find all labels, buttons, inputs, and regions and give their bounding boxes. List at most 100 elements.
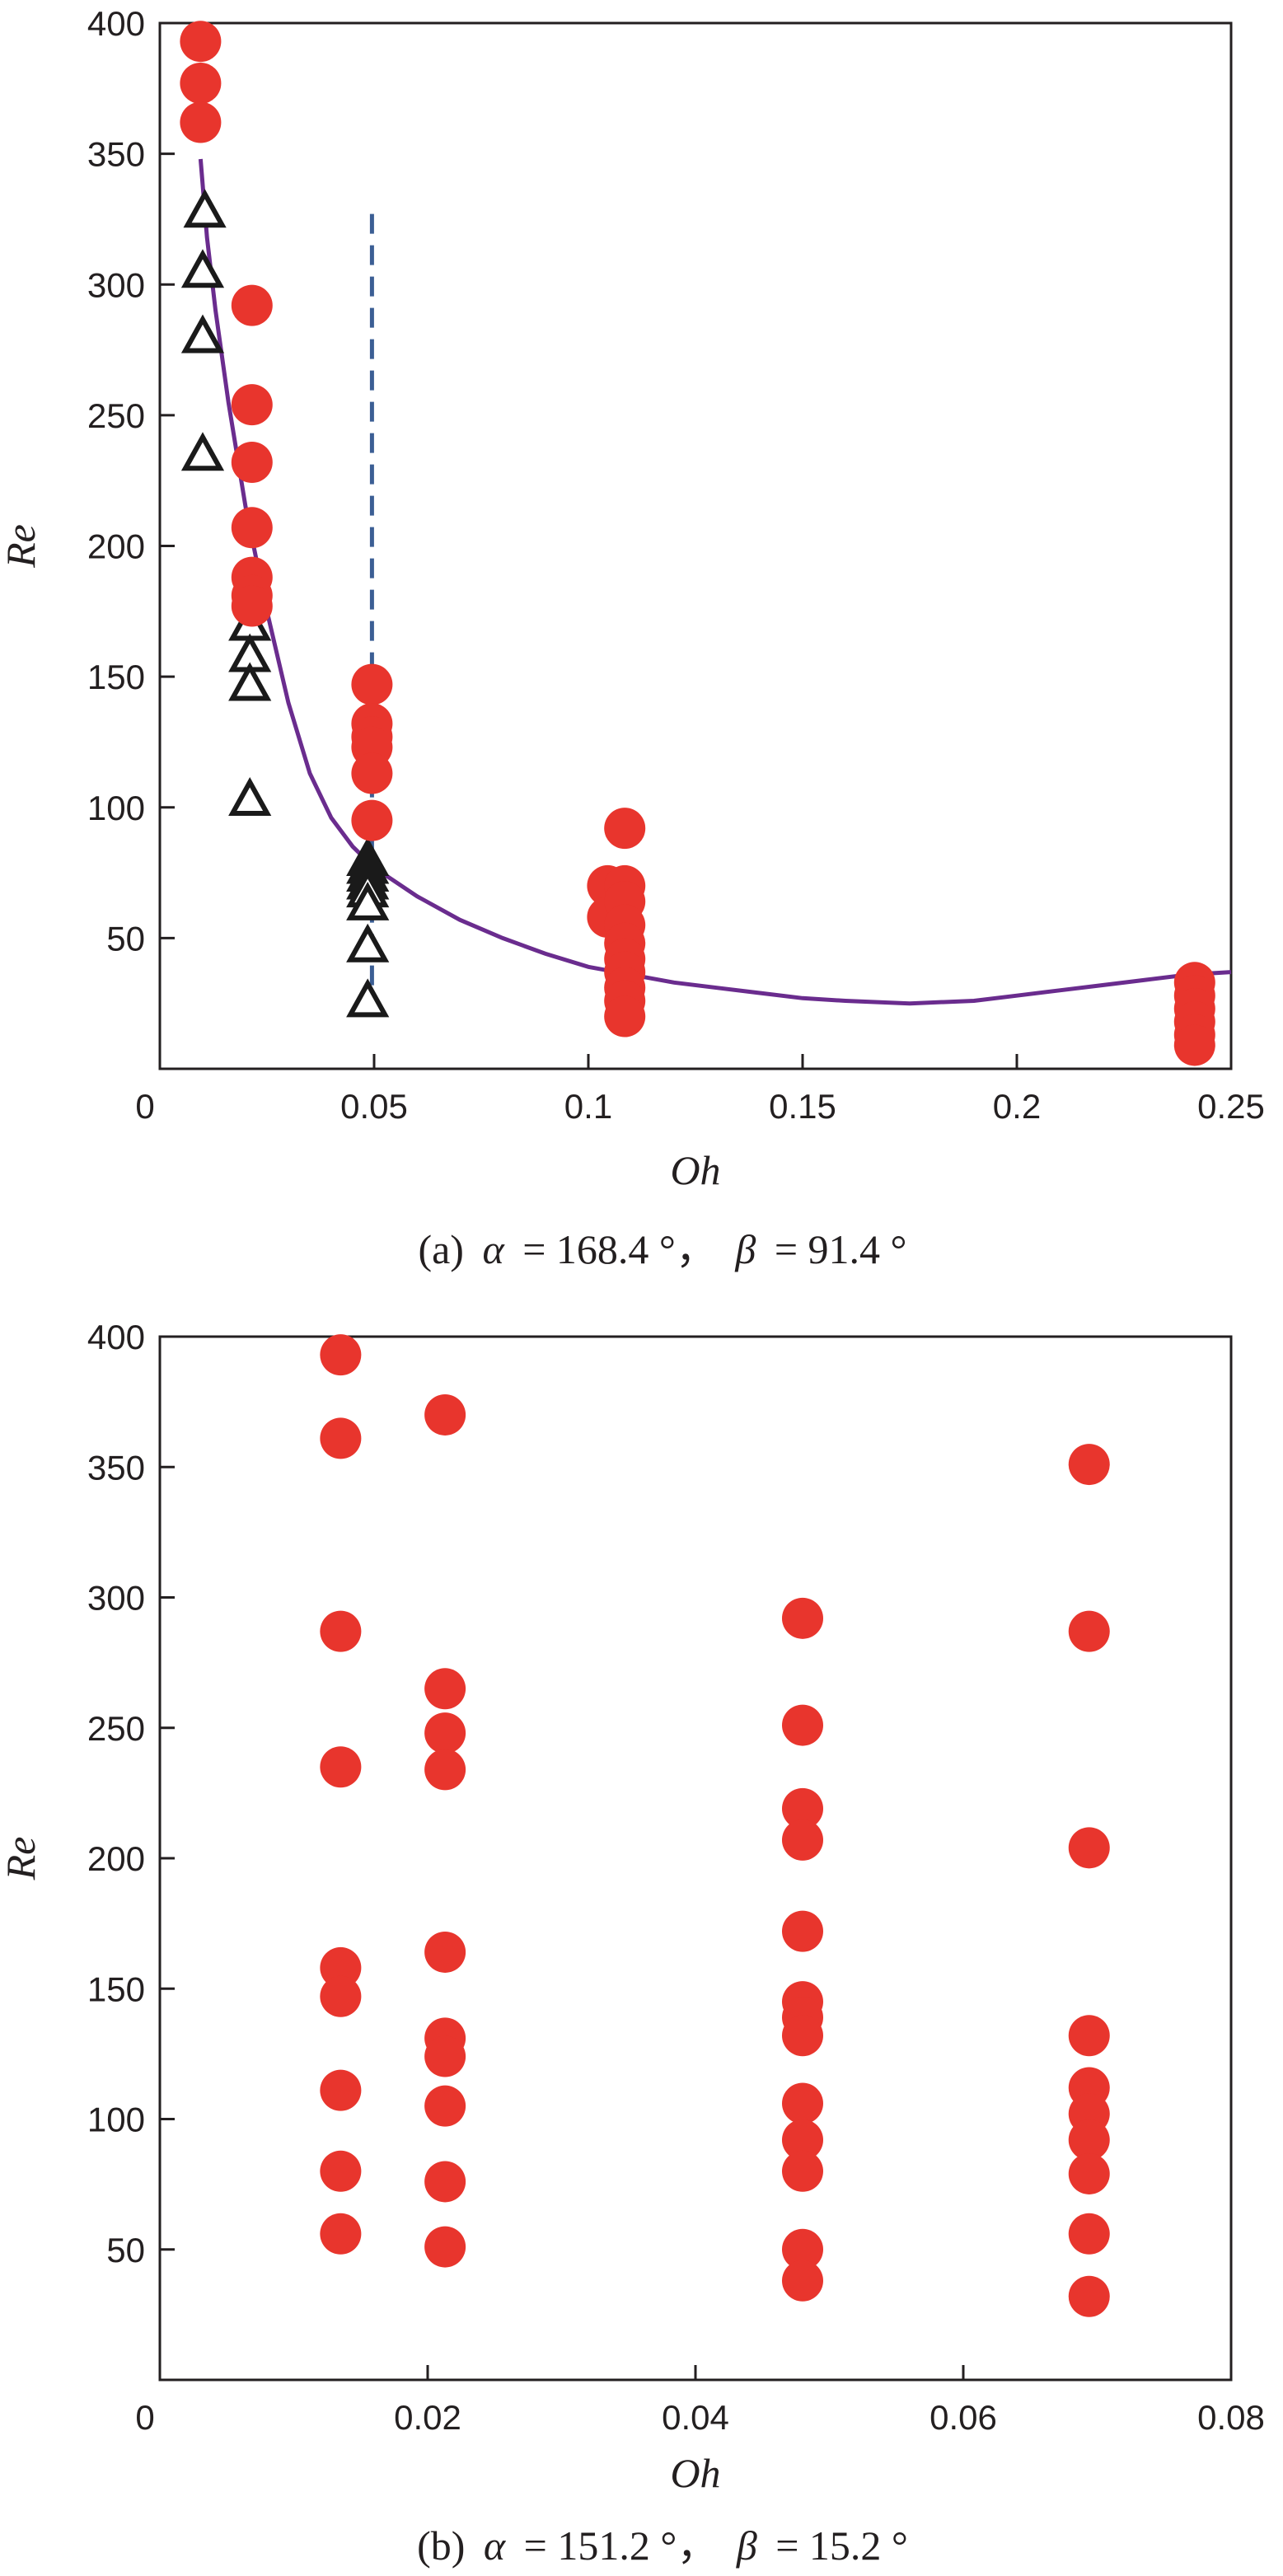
circle-marker [604, 808, 646, 850]
chart-panel-b: 0 0.02 0.04 0.06 0.08 50 100 150 200 250 300 350 400… [0, 1318, 1265, 2569]
circle-marker [424, 2035, 466, 2077]
circle-marker [782, 2228, 823, 2270]
circle-marker [424, 1931, 466, 1973]
circle-marker [782, 2082, 823, 2124]
triangle-marker [346, 978, 390, 1018]
circle-marker [782, 1704, 823, 1746]
circle-marker [782, 2150, 823, 2192]
x-axis-label-b: Oh [670, 2450, 720, 2496]
circle-marker [351, 752, 393, 794]
y-tick-label: 150 [87, 658, 145, 696]
caption-b-alpha-symbol: α [484, 2522, 507, 2569]
caption-b-alpha-value: = 151.2 °， [524, 2522, 719, 2569]
circle-marker [320, 2150, 362, 2192]
ticks-a: 0 0.05 0.1 0.15 0.2 0.25 50 100 150 200 250 300 350 4… [87, 4, 1265, 1126]
circle-marker [1068, 2015, 1110, 2057]
x-tick-label: 0.25 [1197, 1087, 1265, 1126]
y-tick-label: 100 [87, 2101, 145, 2139]
x-tick-label: 0.15 [769, 1087, 836, 1126]
circle-marker [180, 101, 222, 143]
circle-marker [320, 1946, 362, 1988]
circle-marker [320, 2069, 362, 2111]
y-tick-label: 200 [87, 1839, 145, 1878]
circle-marker [231, 384, 273, 426]
caption-a-beta-symbol: β [734, 1226, 756, 1272]
circle-marker [782, 1819, 823, 1861]
triangle-markers-a [180, 189, 390, 1018]
circle-marker [1068, 2119, 1110, 2161]
triangle-marker [180, 432, 225, 471]
chart-panel-a: 0 0.05 0.1 0.15 0.2 0.25 50 100 150 200 250 300 350 4… [0, 4, 1265, 1272]
y-tick-label: 350 [87, 135, 145, 174]
y-tick-label: 300 [87, 265, 145, 304]
circle-marker [782, 1910, 823, 1952]
x-tick-label: 0 [135, 2398, 154, 2437]
y-axis-label-a: Re [0, 524, 44, 569]
caption-b-prefix: (b) [417, 2522, 465, 2569]
ticks-b: 0 0.02 0.04 0.06 0.08 50 100 150 200 250 300 350 400 [87, 1318, 1265, 2437]
caption-a-alpha-symbol: α [482, 1226, 505, 1272]
triangle-marker [183, 189, 227, 228]
x-tick-label: 0 [135, 1087, 154, 1126]
caption-a: (a) α = 168.4 °， β = 91.4 ° [418, 1226, 906, 1272]
circle-marker [1068, 1610, 1110, 1652]
circle-marker [424, 1749, 466, 1791]
triangle-marker [346, 881, 390, 920]
y-tick-label: 400 [87, 1318, 145, 1356]
circle-marker [1068, 1444, 1110, 1486]
x-tick-label: 0.08 [1197, 2398, 1265, 2437]
y-tick-label: 250 [87, 1709, 145, 1748]
circle-marker [782, 1787, 823, 1829]
y-tick-label: 100 [87, 789, 145, 827]
circle-marker [320, 1975, 362, 2017]
circle-marker [424, 1712, 466, 1754]
caption-a-alpha-value: = 168.4 °， [522, 1226, 717, 1272]
y-tick-label: 300 [87, 1579, 145, 1618]
circle-marker [320, 1610, 362, 1652]
circle-marker [604, 995, 646, 1037]
circle-marker [1068, 2152, 1110, 2194]
x-tick-label: 0.04 [662, 2398, 729, 2437]
circle-marker [351, 663, 393, 705]
triangle-marker [346, 923, 390, 962]
triangle-marker [180, 249, 225, 288]
circle-marker [782, 2015, 823, 2057]
circle-marker [782, 2260, 823, 2302]
circle-marker [424, 2226, 466, 2268]
x-tick-label: 0.1 [564, 1087, 612, 1126]
x-tick-label: 0.06 [929, 2398, 997, 2437]
circle-markers-b [320, 1334, 1110, 2317]
caption-b: (b) α = 151.2 °， β = 15.2 ° [417, 2522, 908, 2569]
circle-marker [231, 585, 273, 627]
circle-marker [231, 441, 273, 483]
y-tick-label: 50 [106, 2231, 145, 2269]
circle-marker [231, 284, 273, 326]
triangle-marker [228, 662, 272, 701]
circle-marker [320, 1746, 362, 1788]
triangle-marker [180, 314, 225, 354]
circle-marker [1173, 1024, 1215, 1066]
x-axis-label-a: Oh [670, 1147, 720, 1193]
circle-marker [320, 2213, 362, 2255]
y-tick-label: 400 [87, 4, 145, 43]
y-tick-label: 150 [87, 1969, 145, 2008]
caption-a-prefix: (a) [418, 1226, 464, 1272]
circle-marker [782, 2119, 823, 2161]
circle-marker [424, 2085, 466, 2127]
caption-b-beta-value: = 15.2 ° [775, 2522, 908, 2569]
triangle-marker [228, 777, 272, 817]
y-tick-label: 200 [87, 527, 145, 566]
circle-marker [1068, 2275, 1110, 2317]
y-tick-label: 350 [87, 1448, 145, 1487]
circle-marker [782, 1597, 823, 1639]
circle-marker [1068, 2213, 1110, 2255]
circle-marker [424, 2161, 466, 2203]
caption-b-beta-symbol: β [736, 2522, 757, 2569]
circle-markers-a [180, 21, 1215, 1066]
x-tick-label: 0.02 [394, 2398, 461, 2437]
x-tick-label: 0.05 [340, 1087, 408, 1126]
y-tick-label: 250 [87, 396, 145, 435]
plot-frame-b [158, 1335, 1233, 2382]
caption-a-beta-value: = 91.4 ° [775, 1226, 907, 1272]
